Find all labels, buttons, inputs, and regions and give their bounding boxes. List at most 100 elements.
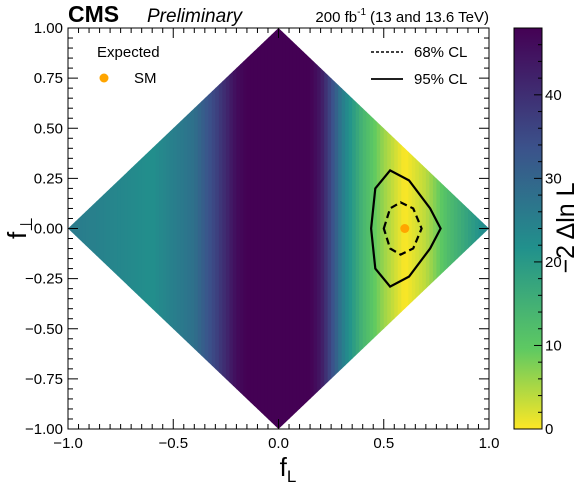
heatmap-cell — [194, 28, 199, 429]
heatmap-cell — [373, 28, 378, 429]
y-tick-label: 1.00 — [34, 20, 63, 37]
heatmap-cell — [169, 28, 174, 429]
heatmap-cell — [320, 28, 325, 429]
heatmap-cell — [131, 28, 136, 429]
y-tick-label: −0.50 — [25, 321, 63, 338]
heatmap-cell — [359, 28, 364, 429]
heatmap-cell — [464, 28, 469, 429]
y-tick-label: −0.75 — [25, 371, 63, 388]
x-axis-ticks: −1.0 −0.5 0.0 0.5 1.0 — [53, 28, 499, 452]
colorbar-tick-label: 20 — [545, 254, 562, 271]
colorbar-tick-label: 0 — [545, 421, 553, 438]
heatmap-cell — [278, 28, 283, 429]
heatmap-cell — [159, 28, 164, 429]
legend: Expected SM 68% CL 95% CL — [97, 44, 467, 88]
x-axis-title-main: f — [280, 452, 288, 482]
y-tick-label: 0.25 — [34, 170, 63, 187]
heatmap-cell — [352, 28, 357, 429]
heatmap-cell — [215, 28, 220, 429]
heatmap-cell — [232, 28, 237, 429]
heatmap-cell — [366, 28, 371, 429]
heatmap-cell — [267, 28, 273, 429]
heatmap-cell — [106, 28, 111, 429]
heatmap-cell — [253, 28, 259, 429]
heatmap-cell — [218, 28, 223, 429]
heatmap-cell — [443, 28, 448, 429]
heatmap-cell — [425, 28, 430, 429]
legend-title: Expected — [97, 44, 160, 61]
heatmap-cell — [303, 28, 308, 429]
colorbar — [513, 27, 543, 430]
lumi-label: 200 fb-1 (13 and 13.6 TeV) — [315, 7, 489, 26]
y-axis-title: f⊥ — [2, 217, 36, 239]
y-axis-title-main: f — [2, 231, 32, 239]
heatmap-cell — [397, 28, 402, 429]
heatmap-cell — [110, 28, 115, 429]
heatmap-cell — [190, 28, 195, 429]
heatmap-cell — [187, 28, 192, 429]
heatmap-cell — [138, 28, 143, 429]
heatmap-cell — [176, 28, 181, 429]
heatmap-cell — [355, 28, 360, 429]
heatmap-cell — [415, 28, 420, 429]
colorbar-title: −2 Δln L — [552, 182, 580, 273]
legend-sm-label: SM — [134, 70, 157, 87]
heatmap-cell — [446, 28, 452, 429]
heatmap-cell — [334, 28, 339, 429]
heatmap-cell — [313, 28, 318, 429]
heatmap-cell — [99, 28, 104, 429]
heatmap-cell — [92, 28, 97, 429]
y-axis-title-sub: ⊥ — [17, 217, 36, 232]
y-tick-label: 0.50 — [34, 120, 63, 137]
heatmap-cell — [145, 28, 150, 429]
heatmap-cell — [257, 28, 262, 429]
lumi-energy: (13 and 13.6 TeV) — [370, 9, 489, 26]
heatmap-cell — [197, 28, 202, 429]
y-tick-label: −1.00 — [25, 421, 63, 438]
heatmap-cell — [236, 28, 241, 429]
heatmap-cell — [103, 28, 108, 429]
heatmap-cell — [341, 28, 346, 429]
heatmap-cell — [327, 28, 332, 429]
heatmap — [68, 28, 489, 429]
heatmap-cell — [204, 28, 209, 429]
y-tick-label: −0.25 — [25, 271, 63, 288]
heatmap-cell — [317, 28, 322, 429]
heatmap-cell — [264, 28, 269, 429]
heatmap-cell — [467, 28, 473, 429]
heatmap-cell — [78, 28, 83, 429]
heatmap-cell — [201, 28, 206, 429]
heatmap-cell — [124, 28, 129, 429]
heatmap-cell — [471, 28, 476, 429]
heatmap-cell — [439, 28, 444, 429]
heatmap-cell — [453, 28, 459, 429]
lumi-value: 200 fb — [315, 9, 357, 26]
heatmap-cell — [89, 28, 94, 429]
heatmap-cell — [338, 28, 343, 429]
heatmap-cell — [222, 28, 227, 429]
heatmap-cell — [282, 28, 287, 429]
heatmap-cell — [460, 28, 466, 429]
heatmap-cell — [117, 28, 122, 429]
x-tick-label: −1.0 — [53, 435, 83, 452]
heatmap-cell — [208, 28, 213, 429]
heatmap-cell — [376, 28, 381, 429]
heatmap-cell — [345, 28, 350, 429]
y-tick-label: 0.75 — [34, 70, 63, 87]
x-tick-label: 0.0 — [268, 435, 289, 452]
heatmap-cell — [474, 28, 480, 429]
heatmap-cell — [85, 28, 90, 429]
heatmap-cell — [432, 28, 437, 429]
heatmap-cell — [457, 28, 462, 429]
heatmap-cell — [292, 28, 297, 429]
colorbar-ticks: 0 10 20 30 40 — [534, 27, 562, 438]
heatmap-cell — [211, 28, 216, 429]
heatmap-cell — [127, 28, 132, 429]
x-axis-title-sub: L — [287, 467, 296, 483]
heatmap-cell — [331, 28, 336, 429]
heatmap-cell — [225, 28, 230, 429]
sm-point — [400, 224, 410, 233]
heatmap-cell — [96, 28, 101, 429]
heatmap-cell — [113, 28, 118, 429]
heatmap-cell — [296, 28, 301, 429]
